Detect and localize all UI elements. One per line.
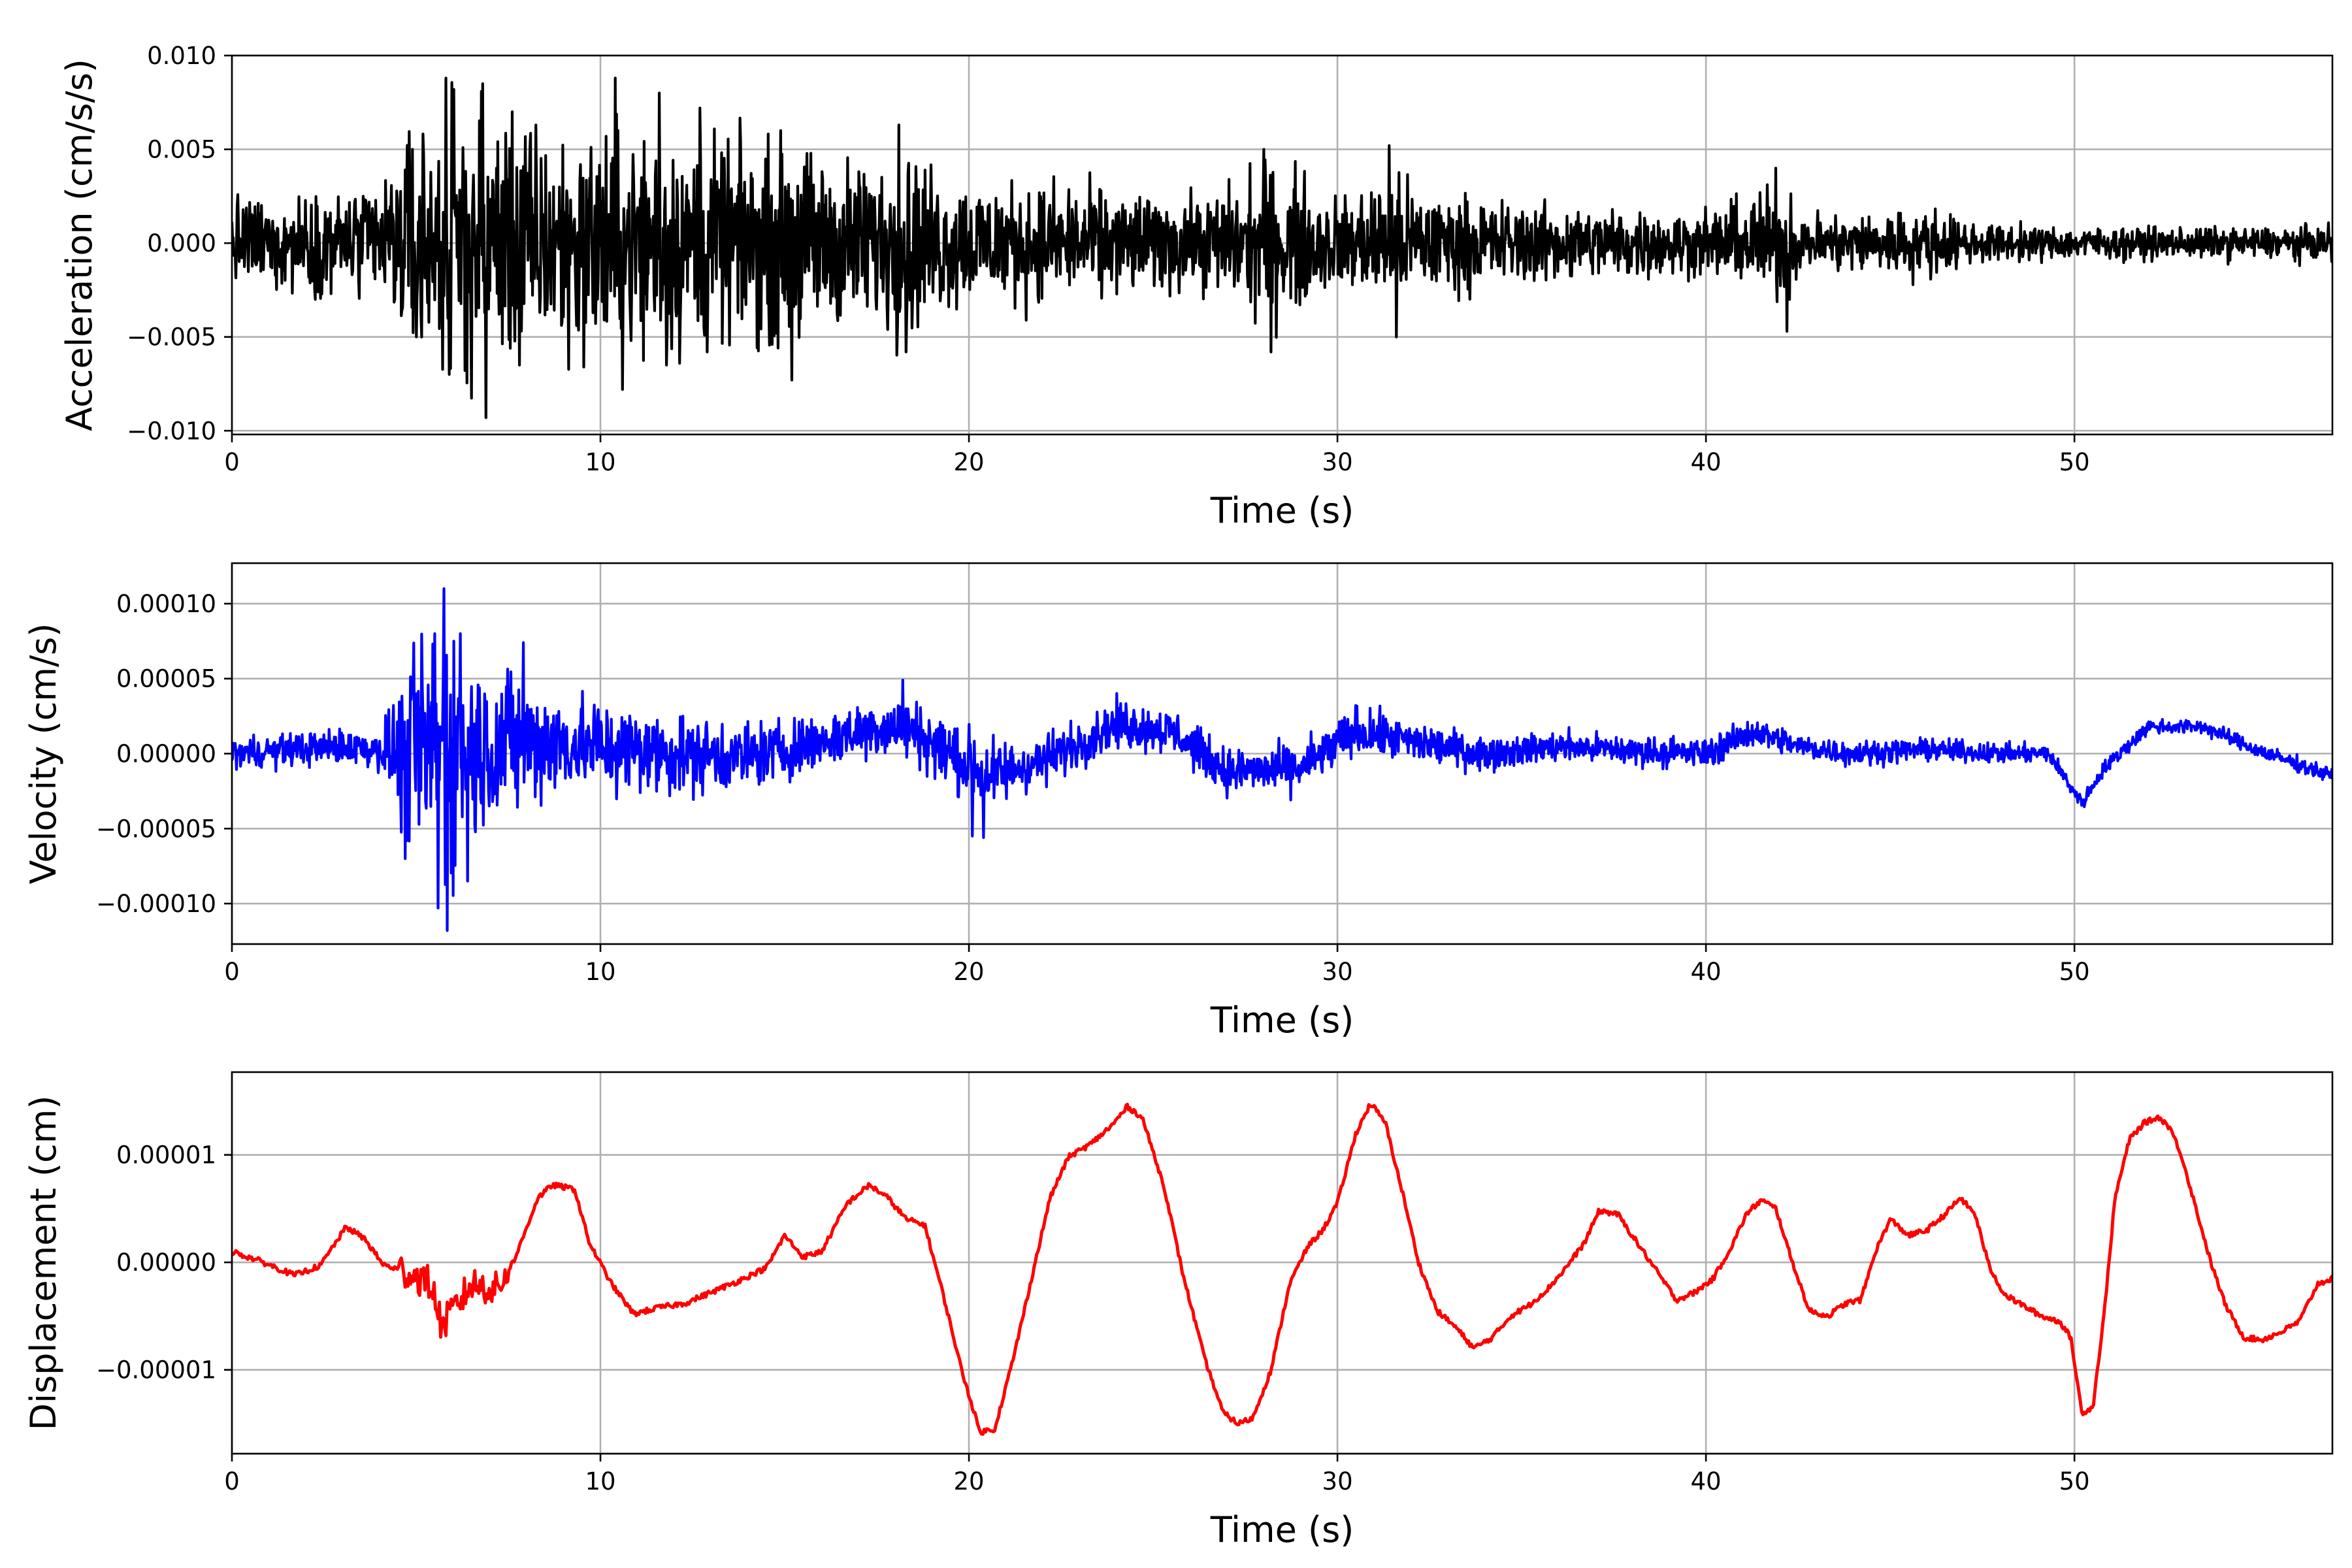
- displacement-grid: [231, 1072, 2332, 1454]
- velocity-x-tick-label: 30: [1322, 958, 1353, 986]
- acceleration-x-axis-label: Time (s): [1210, 490, 1354, 531]
- velocity-series-group: [232, 587, 2332, 932]
- velocity-y-tick-label: 0.00000: [116, 740, 216, 768]
- acceleration-y-axis-label: Acceleration (cm/s/s): [59, 59, 100, 431]
- acceleration-panel: 0 10 20 30 40 50 0.010 0.005 0.000 −0.005 −0.010 T…: [59, 42, 2334, 531]
- velocity-y-tick-label: −0.00010: [96, 890, 216, 918]
- acceleration-x-tick-label: 0: [224, 448, 240, 476]
- velocity-x-tick-label: 10: [585, 958, 615, 986]
- velocity-series-line: [232, 587, 2332, 932]
- acceleration-x-tick-label: 30: [1322, 448, 1353, 476]
- velocity-x-tick-label: 0: [224, 958, 240, 986]
- displacement-x-axis-label: Time (s): [1210, 1509, 1354, 1550]
- velocity-x-axis-label: Time (s): [1210, 1000, 1354, 1041]
- velocity-y-axis-label: Velocity (cm/s): [23, 623, 64, 885]
- displacement-x-tick-label: 30: [1322, 1467, 1353, 1495]
- displacement-x-tick-label: 50: [2059, 1467, 2090, 1495]
- displacement-y-tick-label: 0.00000: [116, 1249, 216, 1277]
- acceleration-x-tick-label: 10: [585, 448, 615, 476]
- acceleration-series-line: [232, 76, 2332, 419]
- acceleration-series-group: [232, 76, 2332, 419]
- acceleration-y-tick-label: 0.010: [147, 42, 216, 70]
- velocity-y-tick-label: 0.00005: [116, 665, 216, 693]
- displacement-y-axis-label: Displacement (cm): [23, 1096, 64, 1431]
- velocity-x-tick-label: 20: [954, 958, 985, 986]
- displacement-panel: 0 10 20 30 40 50 0.00001 0.00000 −0.00001 Time (…: [23, 1071, 2334, 1550]
- displacement-ticks: 0 10 20 30 40 50 0.00001 0.00000 −0.00001: [96, 1141, 2090, 1495]
- velocity-panel: 0 10 20 30 40 50 0.00010 0.00005 0.00000 −0.00005…: [23, 562, 2334, 1041]
- displacement-x-tick-label: 0: [224, 1467, 240, 1495]
- velocity-y-tick-label: −0.00005: [96, 815, 216, 843]
- displacement-y-tick-label: 0.00001: [116, 1141, 216, 1169]
- acceleration-y-tick-label: 0.000: [147, 229, 216, 257]
- displacement-y-tick-label: −0.00001: [96, 1356, 216, 1384]
- displacement-series-group: [232, 1102, 2332, 1436]
- velocity-y-tick-label: 0.00010: [116, 590, 216, 618]
- acceleration-y-tick-label: −0.010: [127, 417, 216, 445]
- acceleration-x-tick-label: 50: [2059, 448, 2090, 476]
- acceleration-x-tick-label: 20: [954, 448, 985, 476]
- acceleration-x-tick-label: 40: [1691, 448, 1722, 476]
- displacement-x-tick-label: 10: [585, 1467, 615, 1495]
- velocity-ticks: 0 10 20 30 40 50 0.00010 0.00005 0.00000 −0.00005…: [96, 590, 2090, 986]
- acceleration-ticks: 0 10 20 30 40 50 0.010 0.005 0.000 −0.005 −0.010: [127, 42, 2090, 476]
- displacement-x-tick-label: 20: [954, 1467, 985, 1495]
- displacement-x-tick-label: 40: [1691, 1467, 1722, 1495]
- acceleration-y-tick-label: −0.005: [127, 323, 216, 351]
- acceleration-plot-frame: [231, 54, 2334, 436]
- velocity-x-tick-label: 50: [2059, 958, 2090, 986]
- displacement-series-line: [232, 1102, 2332, 1436]
- acceleration-y-tick-label: 0.005: [147, 136, 216, 164]
- velocity-x-tick-label: 40: [1691, 958, 1722, 986]
